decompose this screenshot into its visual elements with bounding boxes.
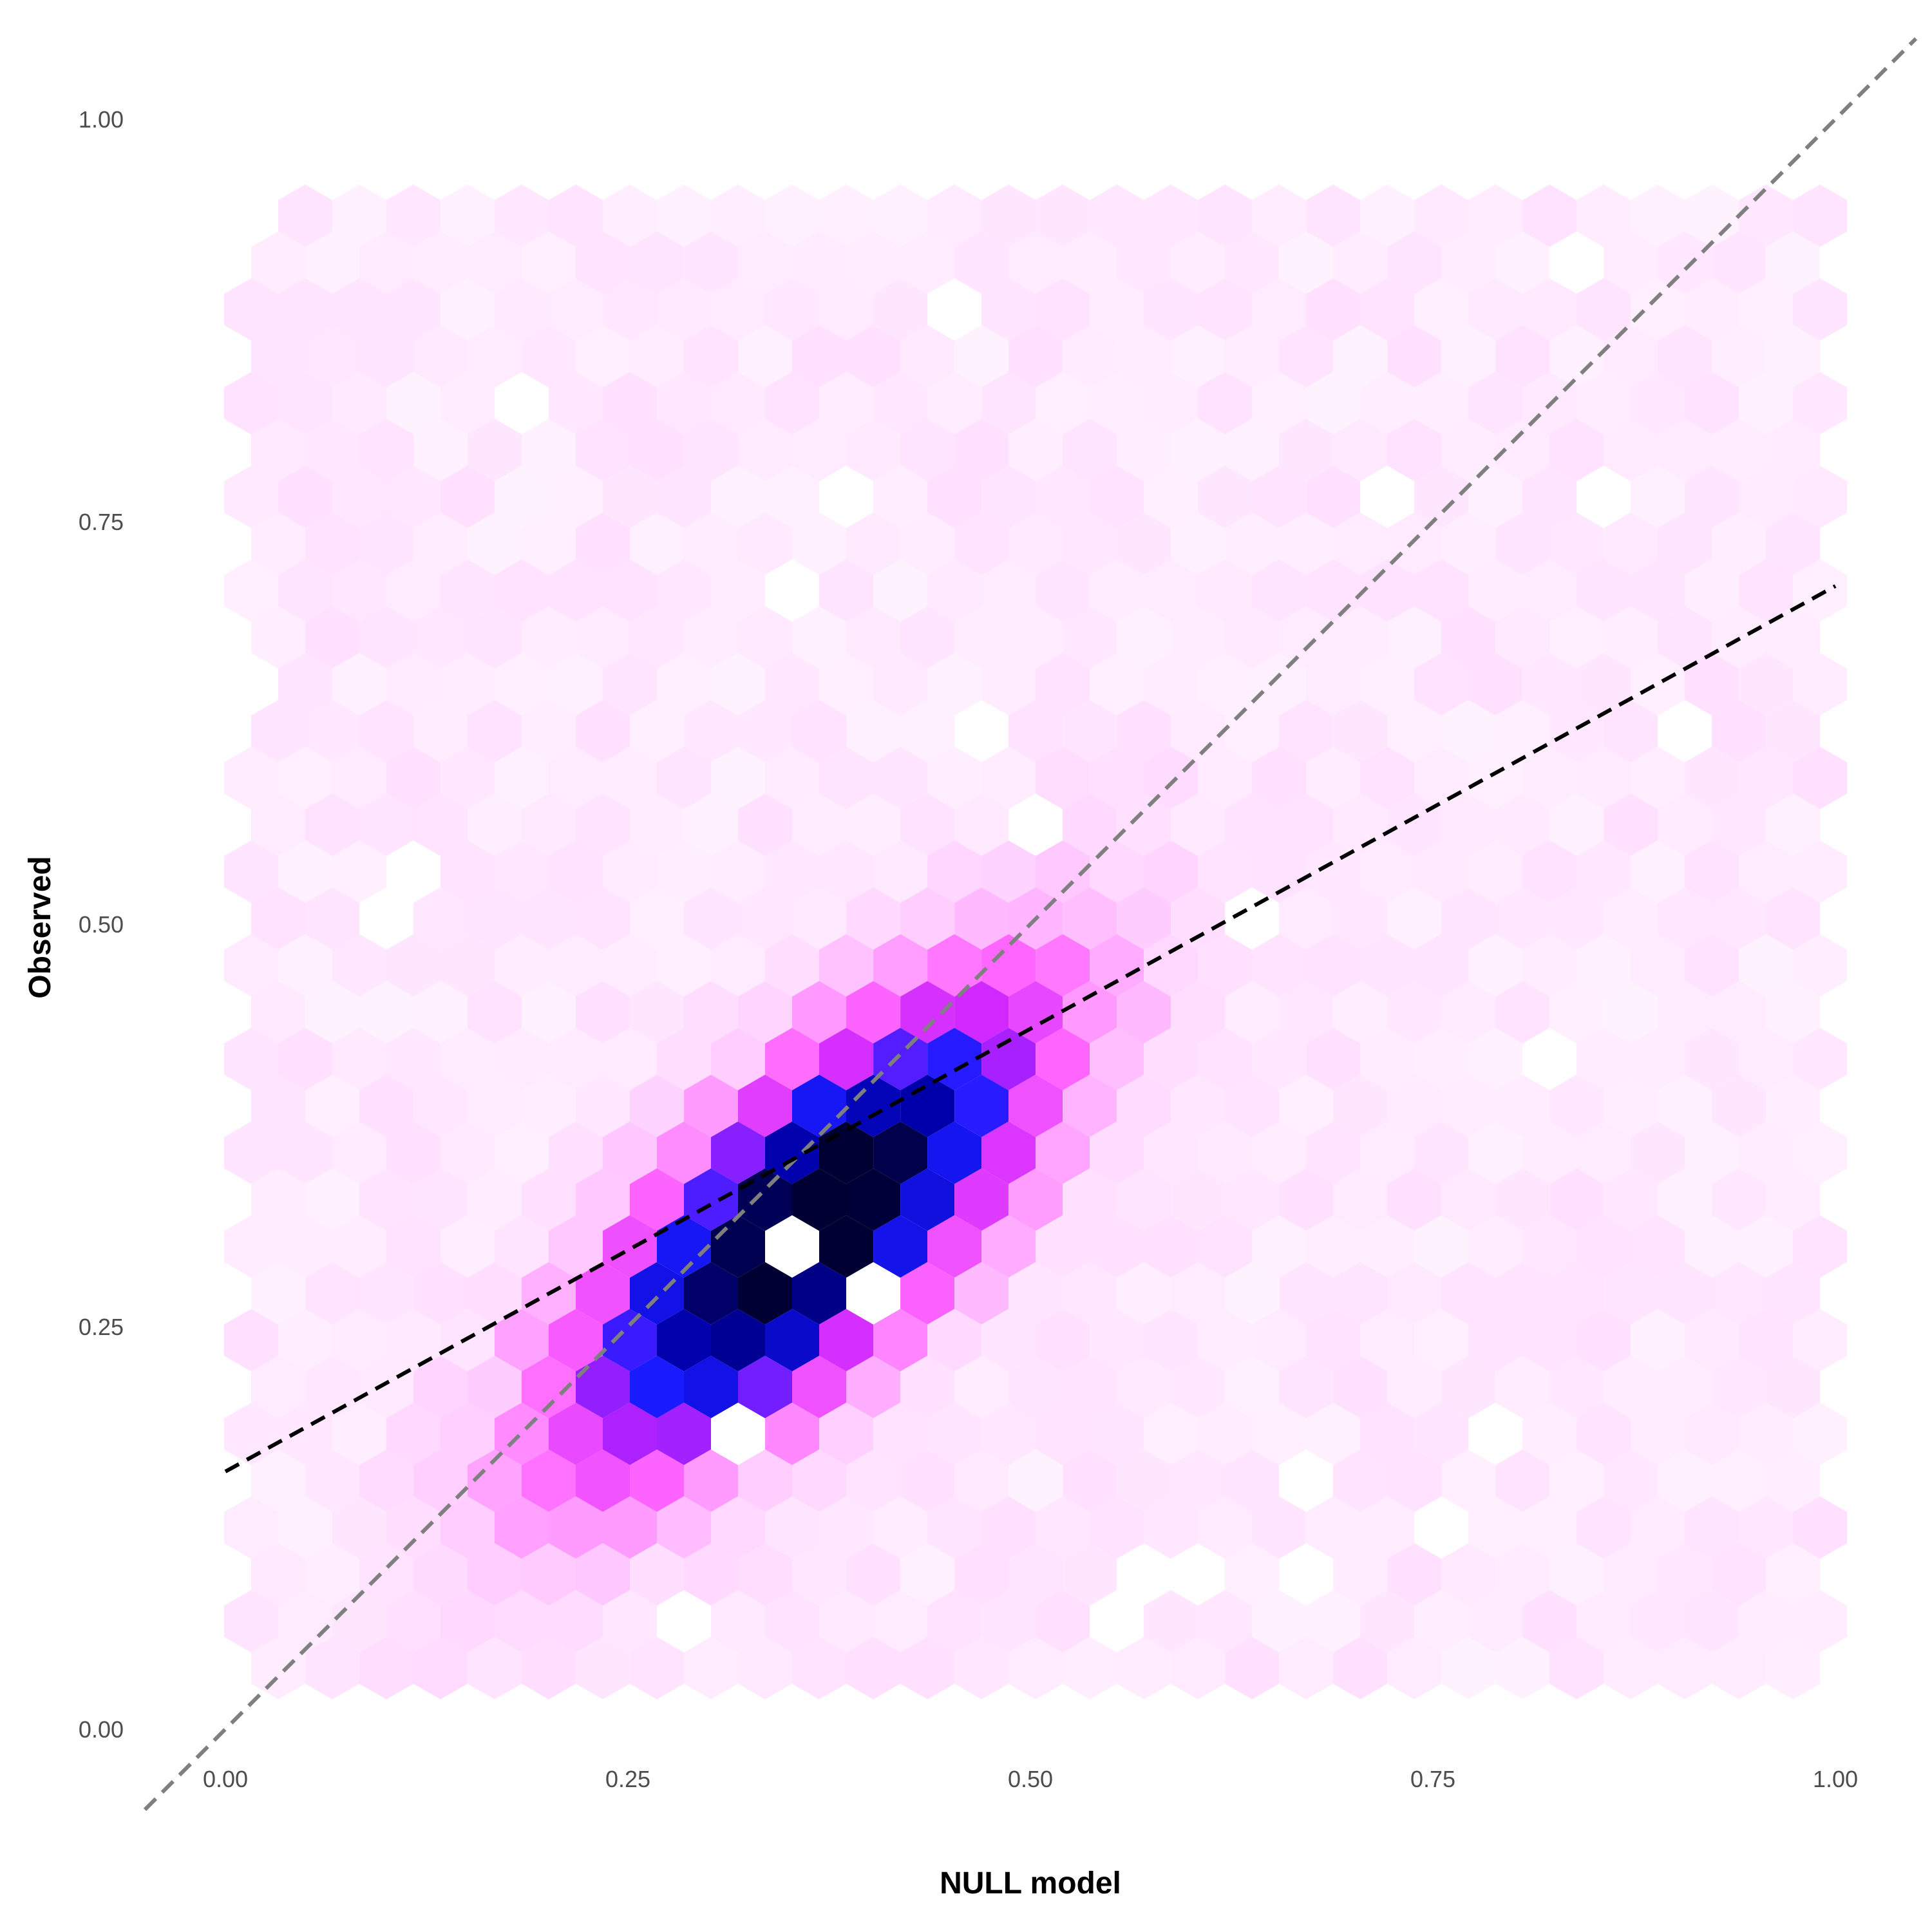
y-axis-ticks: 0.00 0.25 0.50 0.75 1.00	[79, 106, 124, 1743]
y-tick-label: 0.50	[79, 911, 124, 938]
x-tick-label: 0.00	[203, 1766, 248, 1792]
x-tick-label: 1.00	[1813, 1766, 1858, 1792]
y-axis-title: Observed	[23, 856, 57, 998]
x-tick-label: 0.25	[605, 1766, 650, 1792]
y-tick-label: 1.00	[79, 106, 124, 133]
x-axis-ticks: 0.00 0.25 0.50 0.75 1.00	[203, 1766, 1858, 1792]
hexbin-cells	[224, 185, 1847, 1700]
x-tick-label: 0.50	[1008, 1766, 1053, 1792]
x-tick-label: 0.75	[1410, 1766, 1455, 1792]
y-tick-label: 0.25	[79, 1314, 124, 1340]
y-tick-label: 0.75	[79, 509, 124, 535]
y-tick-label: 0.00	[79, 1716, 124, 1743]
x-axis-title: NULL model	[940, 1866, 1121, 1900]
